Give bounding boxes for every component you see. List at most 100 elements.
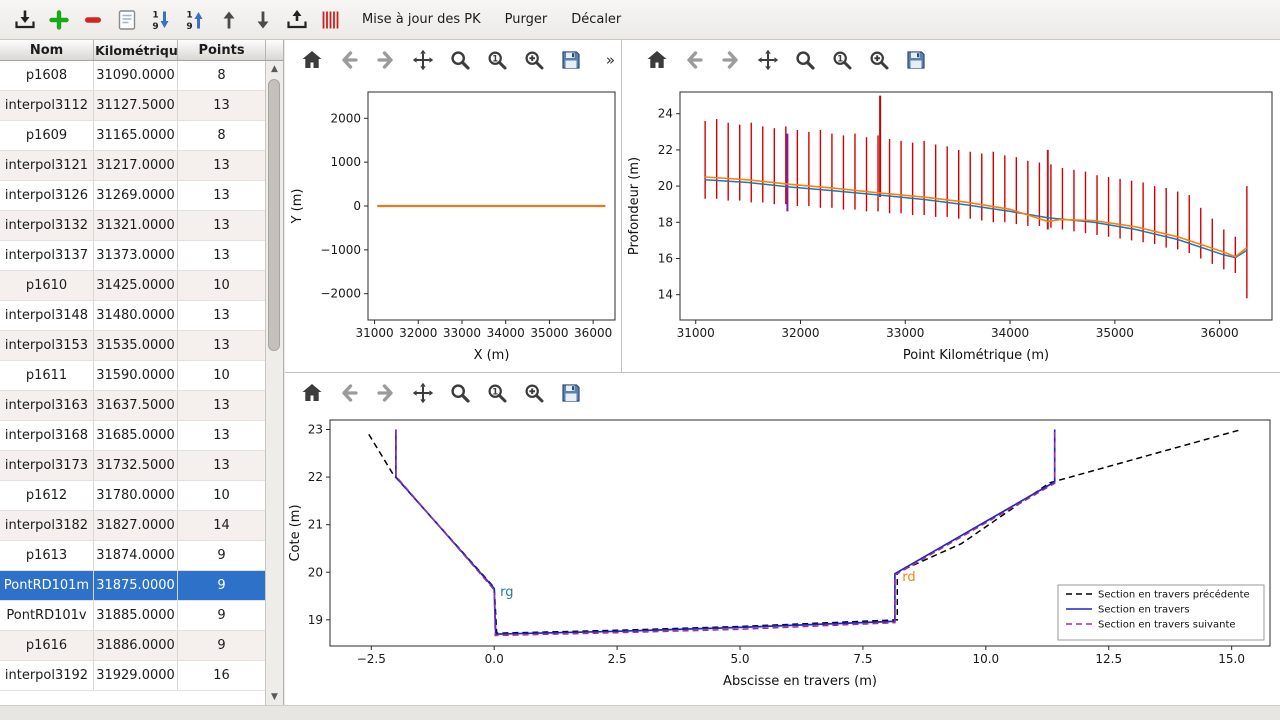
move-down-button[interactable] (248, 5, 278, 35)
panel-divider-horizontal (285, 372, 1280, 373)
svg-text:2000: 2000 (330, 111, 361, 125)
zoom-one-button[interactable]: 1 (482, 378, 512, 408)
save-button[interactable] (556, 378, 586, 408)
svg-text:9: 9 (152, 22, 158, 32)
update-pk-button[interactable]: Mise à jour des PK (352, 6, 491, 33)
column-header-points[interactable]: Points (178, 40, 266, 60)
table-row[interactable]: interpol3173 31732.5000 13 (0, 451, 266, 481)
series-0 (705, 179, 1248, 259)
row-points: 9 (178, 571, 266, 600)
pan-icon (412, 382, 434, 404)
toolbar-overflow-icon[interactable]: » (605, 51, 615, 69)
pan-button[interactable] (408, 378, 438, 408)
row-pk: 31875.0000 (94, 571, 178, 600)
decaler-button[interactable]: Décaler (561, 6, 631, 33)
add-button[interactable] (44, 5, 74, 35)
back-button[interactable] (679, 45, 709, 75)
remove-button[interactable] (78, 5, 108, 35)
home-button[interactable] (297, 45, 327, 75)
zoom-plus-icon (525, 51, 544, 70)
table-row[interactable]: p1616 31886.0000 9 (0, 631, 266, 661)
zoom-one-button[interactable]: 1 (827, 45, 857, 75)
row-pk: 31269.0000 (94, 181, 178, 210)
home-icon (302, 384, 322, 401)
svg-text:1: 1 (492, 54, 498, 64)
save-button[interactable] (556, 45, 586, 75)
zoom-button[interactable] (790, 45, 820, 75)
forward-button[interactable] (371, 378, 401, 408)
svg-text:0: 0 (353, 199, 361, 213)
table-row[interactable]: interpol3112 31127.5000 13 (0, 91, 266, 121)
svg-text:15.0: 15.0 (1218, 652, 1245, 666)
table-scrollbar[interactable]: ▲ ▼ (265, 61, 283, 705)
table-row[interactable]: PontRD101m 31875.0000 9 (0, 571, 266, 601)
table-row[interactable]: interpol3168 31685.0000 13 (0, 421, 266, 451)
zoom-plus-button[interactable] (864, 45, 894, 75)
scrollbar-thumb[interactable] (268, 79, 280, 351)
row-points: 16 (178, 661, 266, 690)
table-row[interactable]: interpol3148 31480.0000 13 (0, 301, 266, 331)
cross-section-chart[interactable]: −2.5 0.0 2.5 5.0 7.5 10.0 12.5 15.0 19 20 21 22 23 Ab… (285, 413, 1280, 705)
zoom-one-button[interactable]: 1 (482, 45, 512, 75)
svg-text:5.0: 5.0 (730, 652, 749, 666)
move-up-button[interactable] (214, 5, 244, 35)
column-header-nom[interactable]: Nom (0, 40, 94, 60)
back-button[interactable] (334, 45, 364, 75)
row-pk: 31637.5000 (94, 391, 178, 420)
purger-button[interactable]: Purger (495, 6, 558, 33)
edit-list-button[interactable] (112, 5, 142, 35)
table-row[interactable]: interpol3182 31827.0000 14 (0, 511, 266, 541)
scroll-up-icon[interactable]: ▲ (271, 64, 278, 74)
row-pk: 31886.0000 (94, 631, 178, 660)
home-button[interactable] (297, 378, 327, 408)
back-icon (342, 384, 358, 402)
table-row[interactable]: interpol3126 31269.0000 13 (0, 181, 266, 211)
svg-text:34000: 34000 (991, 326, 1029, 340)
table-row[interactable]: p1610 31425.0000 10 (0, 271, 266, 301)
save-icon (562, 384, 580, 402)
longitudinal-profile-chart[interactable]: 31000 32000 33000 34000 35000 36000 14 16 18 20 22… (622, 80, 1280, 372)
table-row[interactable]: p1609 31165.0000 8 (0, 121, 266, 151)
table-row[interactable]: interpol3137 31373.0000 13 (0, 241, 266, 271)
zoom-plus-button[interactable] (519, 45, 549, 75)
table-row[interactable]: p1613 31874.0000 9 (0, 541, 266, 571)
table-row[interactable]: p1612 31780.0000 10 (0, 481, 266, 511)
svg-text:−2000: −2000 (320, 287, 361, 301)
zoom-plus-button[interactable] (519, 378, 549, 408)
zoom-button[interactable] (445, 378, 475, 408)
plan-view-chart[interactable]: 31000 32000 33000 34000 35000 36000 2000 1000 0 −… (285, 80, 621, 372)
table-row[interactable]: PontRD101v 31885.0000 9 (0, 601, 266, 631)
scroll-down-icon[interactable]: ▼ (271, 692, 278, 702)
export-button[interactable] (282, 5, 312, 35)
table-row[interactable]: interpol3132 31321.0000 13 (0, 211, 266, 241)
table-row[interactable]: interpol3121 31217.0000 13 (0, 151, 266, 181)
svg-text:32000: 32000 (399, 326, 437, 340)
forward-button[interactable] (716, 45, 746, 75)
zoom-plus-icon (525, 384, 544, 403)
forward-button[interactable] (371, 45, 401, 75)
row-points: 13 (178, 241, 266, 270)
row-points: 13 (178, 181, 266, 210)
pan-button[interactable] (753, 45, 783, 75)
table-row[interactable]: interpol3163 31637.5000 13 (0, 391, 266, 421)
save-button[interactable] (901, 45, 931, 75)
svg-text:18: 18 (658, 215, 673, 229)
column-header-point-kilometrique[interactable]: t Kilométrique (94, 40, 178, 60)
row-pk: 31732.5000 (94, 451, 178, 480)
home-button[interactable] (642, 45, 672, 75)
sections-button[interactable] (316, 5, 346, 35)
table-row[interactable]: p1611 31590.0000 10 (0, 361, 266, 391)
zoom-button[interactable] (445, 45, 475, 75)
table-row[interactable]: p1608 31090.0000 8 (0, 61, 266, 91)
row-pk: 31780.0000 (94, 481, 178, 510)
pan-button[interactable] (408, 45, 438, 75)
back-button[interactable] (334, 378, 364, 408)
row-pk: 31685.0000 (94, 421, 178, 450)
import-button[interactable] (10, 5, 40, 35)
svg-text:19: 19 (308, 613, 323, 627)
svg-text:23: 23 (308, 423, 323, 437)
table-row[interactable]: interpol3153 31535.0000 13 (0, 331, 266, 361)
table-row[interactable]: interpol3192 31929.0000 16 (0, 661, 266, 691)
